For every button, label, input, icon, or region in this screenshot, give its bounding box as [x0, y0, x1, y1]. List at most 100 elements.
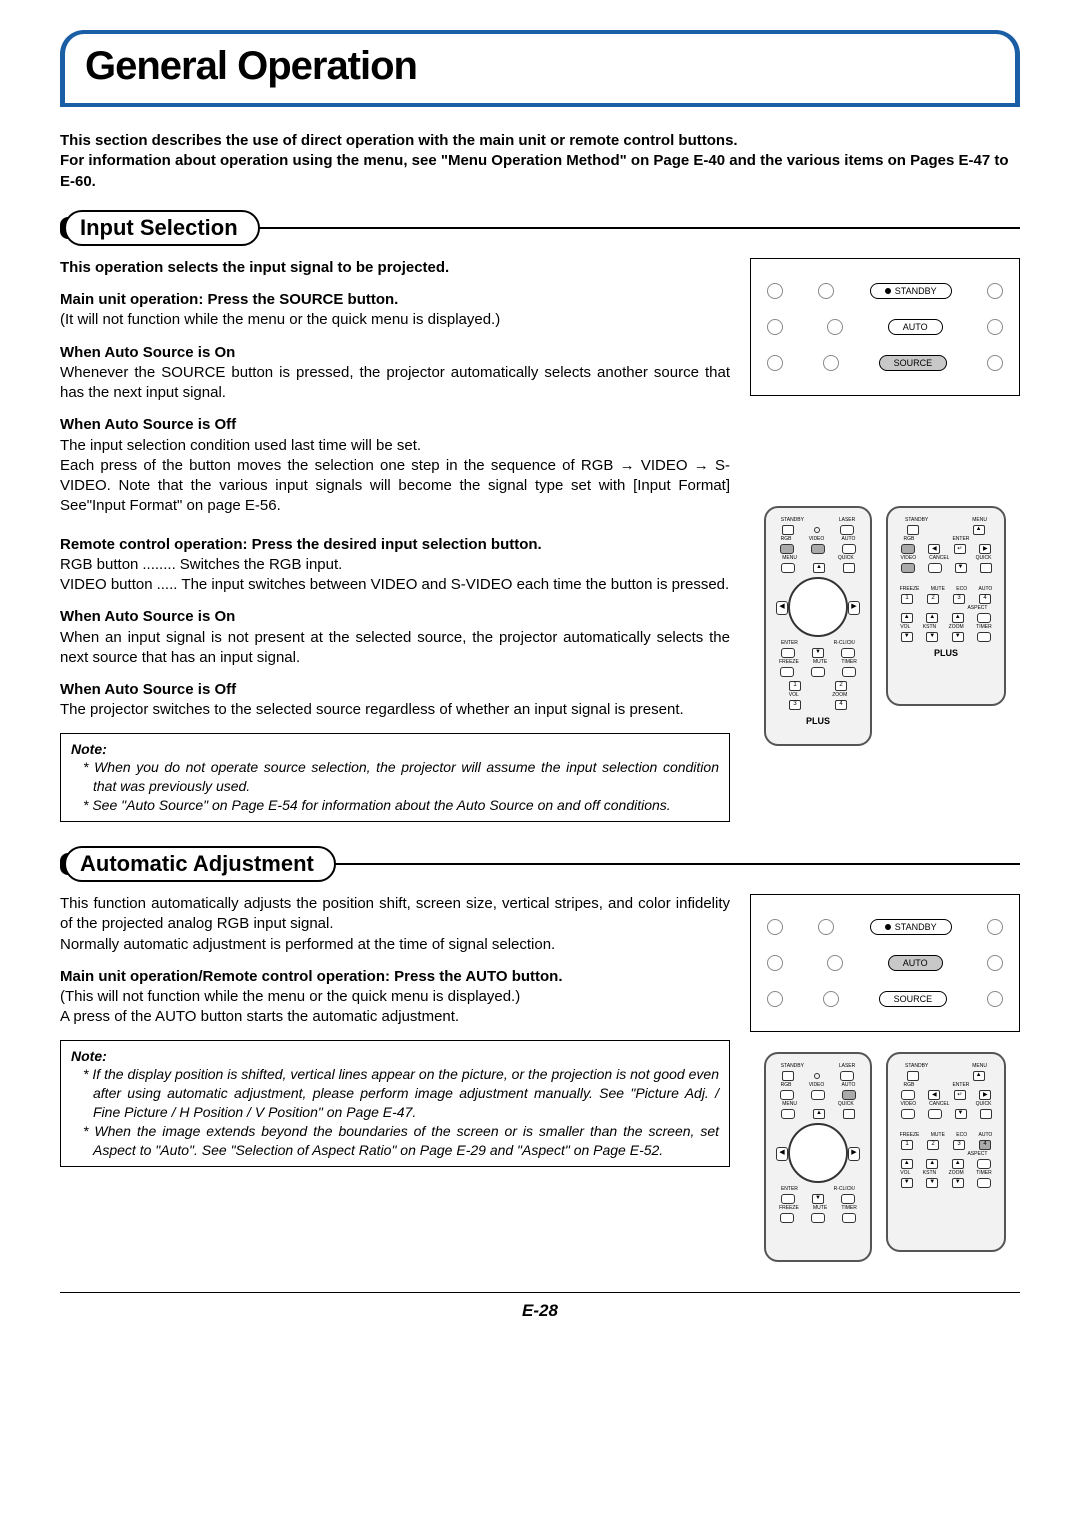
intro-text: This section describes the use of direct… — [60, 131, 1020, 192]
standby-button[interactable]: STANDBY — [870, 919, 952, 935]
cancel-btn[interactable] — [928, 1109, 942, 1119]
up3[interactable]: ▲ — [952, 613, 964, 623]
down-btn[interactable]: ▼ — [955, 1109, 967, 1119]
video-row: VIDEO button ..... The input switches be… — [60, 575, 730, 595]
left-btn[interactable]: ◀ — [776, 1147, 788, 1161]
auto-btn[interactable] — [842, 1090, 856, 1100]
standby-btn[interactable] — [782, 1071, 794, 1081]
page-number: E-28 — [60, 1292, 1020, 1321]
right-btn[interactable]: ▶ — [979, 1090, 991, 1100]
video-btn[interactable] — [901, 563, 915, 573]
auto-button[interactable]: AUTO — [888, 319, 943, 335]
menu-up[interactable]: ▲ — [973, 1071, 985, 1081]
menu-btn[interactable] — [781, 563, 795, 573]
right-btn[interactable]: ▶ — [848, 601, 860, 615]
timer-btn[interactable] — [842, 1213, 856, 1223]
n2[interactable]: 2 — [927, 594, 939, 604]
aspect-btn[interactable] — [977, 613, 991, 623]
n4[interactable]: 4 — [979, 1140, 991, 1150]
section2-figures: STANDBY AUTO SOURCE STANDBYLASER RGB — [750, 894, 1020, 1262]
dn3[interactable]: ▼ — [952, 632, 964, 642]
enter-btn[interactable] — [781, 648, 795, 658]
quick-btn[interactable] — [980, 563, 992, 573]
s1-auto-off-t1: The input selection condition used last … — [60, 436, 730, 456]
right-btn[interactable]: ▶ — [979, 544, 991, 554]
up2[interactable]: ▲ — [926, 613, 938, 623]
n2[interactable]: 2 — [927, 1140, 939, 1150]
enter-btn[interactable] — [781, 1194, 795, 1204]
num4[interactable]: 4 — [835, 700, 847, 710]
auto-btn[interactable] — [842, 544, 856, 554]
rgb-btn[interactable] — [780, 544, 794, 554]
rgb-btn[interactable] — [901, 544, 915, 554]
dn1[interactable]: ▼ — [901, 1178, 913, 1188]
up-btn[interactable]: ▲ — [813, 563, 825, 573]
num3[interactable]: 3 — [789, 700, 801, 710]
n3[interactable]: 3 — [953, 1140, 965, 1150]
timer-btn[interactable] — [977, 1178, 991, 1188]
enter-btn[interactable]: ↵ — [954, 1090, 966, 1100]
note-box-1: Note: * When you do not operate source s… — [60, 733, 730, 823]
rgb-btn[interactable] — [901, 1090, 915, 1100]
n3[interactable]: 3 — [953, 594, 965, 604]
aspect-btn[interactable] — [977, 1159, 991, 1169]
s1-auto-off2-t: The projector switches to the selected s… — [60, 700, 730, 720]
n4[interactable]: 4 — [979, 594, 991, 604]
timer-btn[interactable] — [842, 667, 856, 677]
source-button[interactable]: SOURCE — [879, 355, 948, 371]
standby-btn[interactable] — [907, 1071, 919, 1081]
num1[interactable]: 1 — [789, 681, 801, 691]
num2[interactable]: 2 — [835, 681, 847, 691]
dpad[interactable]: ◀ ▶ — [788, 1123, 848, 1183]
up3[interactable]: ▲ — [952, 1159, 964, 1169]
dn1[interactable]: ▼ — [901, 632, 913, 642]
video-btn[interactable] — [811, 544, 825, 554]
menu-up[interactable]: ▲ — [973, 525, 985, 535]
laser-btn[interactable] — [840, 1071, 854, 1081]
cancel-btn[interactable] — [841, 648, 855, 658]
standby-btn[interactable] — [782, 525, 794, 535]
left-btn[interactable]: ◀ — [928, 544, 940, 554]
auto-button[interactable]: AUTO — [888, 955, 943, 971]
freeze-btn[interactable] — [780, 667, 794, 677]
up-btn[interactable]: ▲ — [813, 1109, 825, 1119]
dn2[interactable]: ▼ — [926, 1178, 938, 1188]
cancel-btn[interactable] — [928, 563, 942, 573]
lbl: ENTER — [952, 537, 969, 542]
lbl: MENU — [972, 1064, 987, 1069]
standby-button[interactable]: STANDBY — [870, 283, 952, 299]
video-btn[interactable] — [811, 1090, 825, 1100]
freeze-btn[interactable] — [780, 1213, 794, 1223]
dn2[interactable]: ▼ — [926, 632, 938, 642]
timer-btn[interactable] — [977, 632, 991, 642]
down-btn[interactable]: ▼ — [955, 563, 967, 573]
video-btn[interactable] — [901, 1109, 915, 1119]
up2[interactable]: ▲ — [926, 1159, 938, 1169]
laser-btn[interactable] — [840, 525, 854, 535]
down-btn[interactable]: ▼ — [812, 1194, 824, 1204]
n1[interactable]: 1 — [901, 594, 913, 604]
quick-btn[interactable] — [843, 563, 855, 573]
standby-btn[interactable] — [907, 525, 919, 535]
dpad[interactable]: ◀ ▶ — [788, 577, 848, 637]
down-btn[interactable]: ▼ — [812, 648, 824, 658]
left-btn[interactable]: ◀ — [928, 1090, 940, 1100]
mute-btn[interactable] — [811, 667, 825, 677]
quick-btn[interactable] — [843, 1109, 855, 1119]
right-btn[interactable]: ▶ — [848, 1147, 860, 1161]
menu-btn[interactable] — [781, 1109, 795, 1119]
lbl: AUTO — [979, 587, 993, 592]
up1[interactable]: ▲ — [901, 613, 913, 623]
section-heading: Input Selection — [64, 210, 260, 246]
left-btn[interactable]: ◀ — [776, 601, 788, 615]
source-button[interactable]: SOURCE — [879, 991, 948, 1007]
dn3[interactable]: ▼ — [952, 1178, 964, 1188]
enter-btn[interactable]: ↵ — [954, 544, 966, 554]
section2-body: This function automatically adjusts the … — [60, 894, 730, 1262]
quick-btn[interactable] — [980, 1109, 992, 1119]
up1[interactable]: ▲ — [901, 1159, 913, 1169]
rgb-btn[interactable] — [780, 1090, 794, 1100]
cancel-btn[interactable] — [841, 1194, 855, 1204]
n1[interactable]: 1 — [901, 1140, 913, 1150]
mute-btn[interactable] — [811, 1213, 825, 1223]
